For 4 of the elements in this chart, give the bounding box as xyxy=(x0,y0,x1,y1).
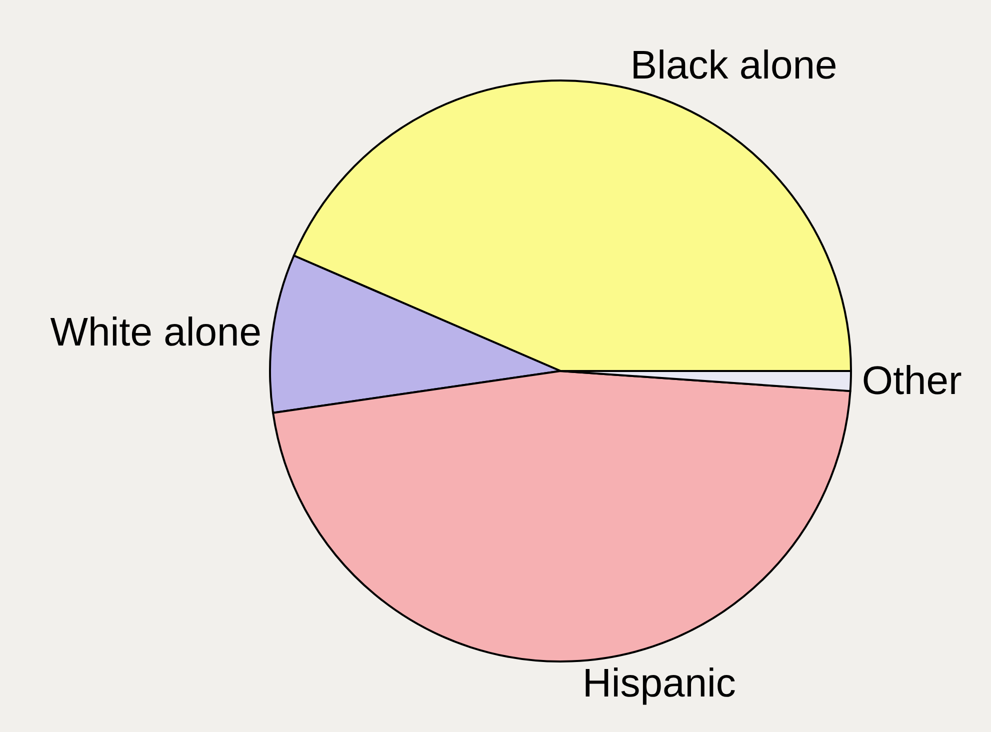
slice-label: Black alone xyxy=(630,43,838,88)
slice-label: Hispanic xyxy=(582,661,736,706)
slice-label: Other xyxy=(862,359,962,404)
slice-label: White alone xyxy=(50,310,262,354)
